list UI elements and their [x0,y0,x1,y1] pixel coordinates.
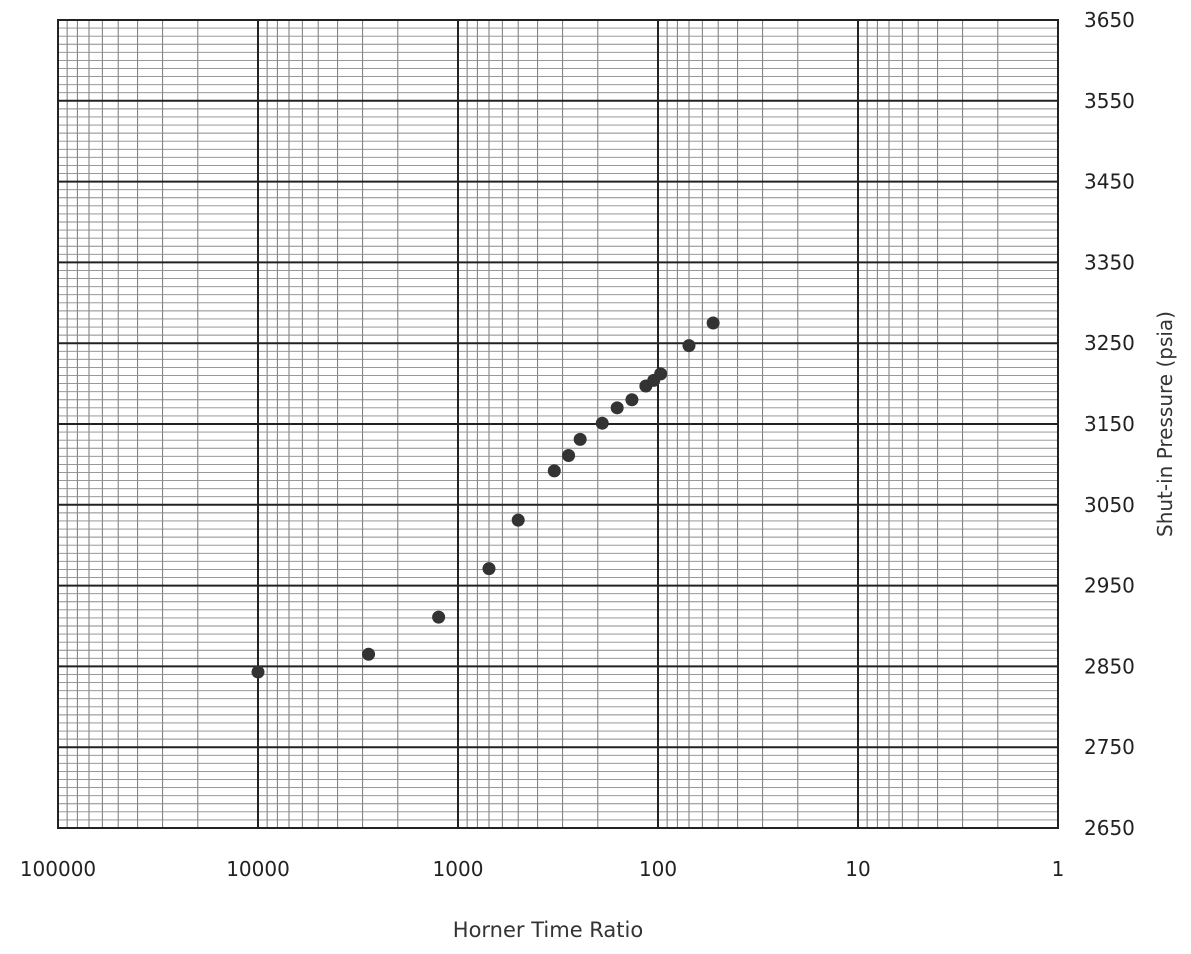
data-point [625,393,639,407]
y-tick-labels: 3650 3550 3450 3350 3250 3150 3050 2950 2850 2750… [1084,8,1135,840]
data-point [573,432,587,446]
x-tick-label: 10000 [226,857,290,881]
x-tick-label: 10 [845,857,870,881]
y-tick-label: 3650 [1084,8,1135,32]
x-tick-labels: 100000 10000 1000 100 10 1 [20,857,1065,881]
x-axis-title: Horner Time Ratio [453,918,643,942]
x-tick-label: 100 [639,857,677,881]
data-point [482,562,496,576]
data-point [432,610,446,624]
data-point [547,464,561,478]
y-tick-label: 3250 [1084,331,1135,355]
y-tick-label: 3550 [1084,89,1135,113]
data-point [511,513,525,527]
y-tick-label: 2950 [1084,574,1135,598]
data-point [610,401,624,415]
plot-frame [57,19,1059,829]
y-tick-label: 2850 [1084,654,1135,678]
data-point [362,647,376,661]
y-tick-label: 2650 [1084,816,1135,840]
y-tick-label: 3350 [1084,250,1135,274]
grid-major [57,19,1059,829]
data-point [682,339,696,353]
data-point [562,449,576,463]
x-tick-label: 1 [1052,857,1065,881]
y-tick-label: 3150 [1084,412,1135,436]
y-tick-label: 3450 [1084,170,1135,194]
y-tick-label: 3050 [1084,493,1135,517]
data-point [706,316,720,330]
x-tick-label: 1000 [433,857,484,881]
data-point [654,367,668,381]
y-tick-label: 2750 [1084,735,1135,759]
x-tick-label: 100000 [20,857,96,881]
y-axis-title: Shut-in Pressure (psia) [1153,311,1177,537]
data-point [595,416,609,430]
data-point [251,665,265,679]
data-points [251,316,720,679]
